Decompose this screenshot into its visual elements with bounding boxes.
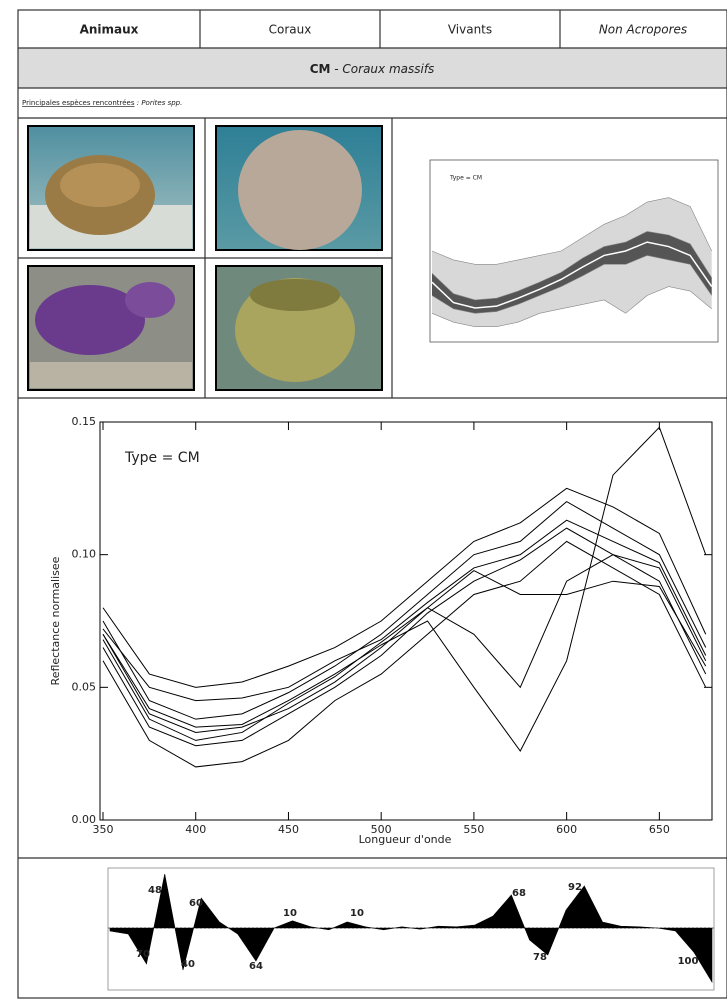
peak-label: 10 bbox=[350, 908, 364, 919]
peak-label: 60 bbox=[189, 898, 203, 909]
derivative-area bbox=[110, 874, 712, 982]
y-axis-label: Reflectance normalisee bbox=[49, 556, 62, 685]
y-tick-label: 0.05 bbox=[72, 680, 97, 693]
y-tick-label: 0.10 bbox=[72, 548, 97, 561]
photo bbox=[216, 126, 382, 250]
photo bbox=[28, 126, 194, 250]
peak-label: 64 bbox=[249, 961, 263, 972]
spectrum-line bbox=[103, 427, 706, 751]
page: {"header": {"cells": ["Animaux", "Coraux… bbox=[0, 0, 727, 1000]
peak-label: 92 bbox=[568, 882, 582, 893]
spectrum-line bbox=[103, 541, 706, 767]
spectrum-line bbox=[103, 488, 706, 687]
photo bbox=[216, 266, 382, 390]
x-axis-label: Longueur d'onde bbox=[359, 833, 452, 846]
species-value: : Porites spp. bbox=[137, 99, 183, 107]
x-tick-label: 550 bbox=[463, 823, 484, 836]
chart-annotation: Type = CM bbox=[124, 450, 200, 466]
title-code: CM bbox=[310, 62, 331, 76]
x-tick-label: 450 bbox=[278, 823, 299, 836]
peak-label: 48 bbox=[148, 885, 162, 896]
x-tick-label: 400 bbox=[185, 823, 206, 836]
chart-annotation: Type = CM bbox=[449, 175, 482, 182]
peak-label: 78 bbox=[533, 952, 547, 963]
peak-label: 100 bbox=[678, 956, 699, 967]
peak-label: 68 bbox=[512, 888, 526, 899]
title-name: - Coraux massifs bbox=[334, 62, 434, 76]
header-cell: Coraux bbox=[269, 23, 312, 37]
peak-label: 40 bbox=[181, 959, 195, 970]
x-tick-label: 650 bbox=[649, 823, 670, 836]
header-cell: Animaux bbox=[80, 23, 139, 37]
header-cell: Vivants bbox=[448, 23, 492, 37]
spectrum-line bbox=[103, 571, 706, 741]
photo bbox=[28, 266, 194, 390]
peak-label: 70 bbox=[136, 949, 150, 960]
spectrum-line bbox=[103, 520, 706, 700]
peak-label: 10 bbox=[283, 908, 297, 919]
section-title: CM - Coraux massifs bbox=[310, 62, 435, 76]
species-line: Principales espèces rencontrées : Porite… bbox=[22, 99, 182, 107]
y-tick-label: 0.15 bbox=[72, 415, 97, 428]
spectrum-line bbox=[103, 528, 706, 746]
bottom-chart-frame bbox=[108, 868, 714, 990]
species-label: Principales espèces rencontrées bbox=[22, 99, 135, 107]
document: Animaux Coraux Vivants Non Acropores CM … bbox=[0, 0, 727, 1000]
x-tick-label: 350 bbox=[93, 823, 114, 836]
main-chart-frame bbox=[100, 422, 712, 820]
header-cell: Non Acropores bbox=[599, 23, 687, 37]
x-tick-label: 600 bbox=[556, 823, 577, 836]
